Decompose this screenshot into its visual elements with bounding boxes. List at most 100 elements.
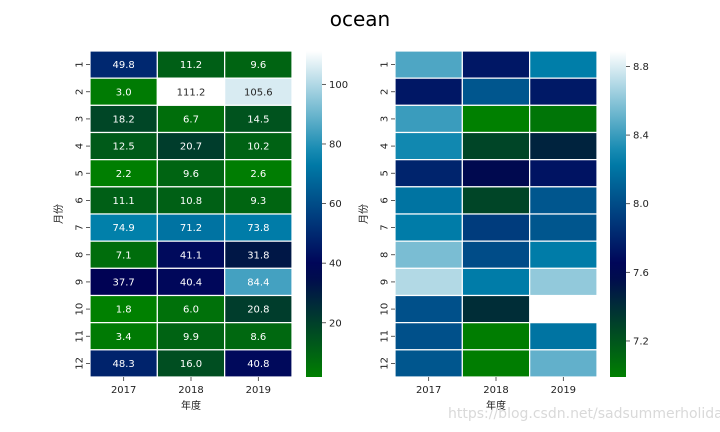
heatmap-cell [394, 159, 463, 188]
heatmap-left: 49.8 11.2 9.6 3.0 111.2 105.6 18.2 6.7 14.5 12.5 2… [53, 50, 348, 412]
y-tick-label: 3 [75, 116, 86, 122]
cell-value-label: 37.7 [113, 277, 135, 288]
y-tick-label: 8 [75, 252, 86, 258]
heatmap-cell [529, 50, 598, 79]
cell-value-label: 10.8 [180, 196, 202, 207]
heatmap-cell [529, 267, 598, 297]
heatmap-cell [461, 186, 531, 215]
heatmap-cell [224, 131, 293, 161]
heatmap-cell [529, 159, 598, 188]
y-tick-label: 1 [380, 61, 391, 67]
cell-value-label: 20.8 [247, 305, 269, 316]
heatmap-cell [394, 104, 463, 134]
y-tick-label: 8 [380, 252, 391, 258]
cell-value-label: 74.9 [113, 223, 135, 234]
cell-value-label: 9.6 [183, 169, 199, 180]
y-tick-label: 3 [380, 116, 391, 122]
cell-value-label: 6.7 [183, 114, 199, 125]
heatmap-cell [461, 131, 531, 161]
colorbar-tick-label: 60 [329, 199, 342, 210]
cell-value-label: 84.4 [247, 277, 269, 288]
heatmap-cell [224, 240, 293, 269]
figure-title: ocean [330, 7, 390, 31]
x-tick-label: 2017 [416, 385, 441, 396]
cell-value-label: 2.2 [116, 169, 132, 180]
y-axis-label: 月份 [358, 204, 370, 224]
heatmap-cell [89, 240, 158, 269]
heatmap-cell [461, 213, 531, 242]
colorbar [610, 51, 626, 377]
heatmap-cell [156, 104, 226, 134]
y-tick-label: 2 [75, 89, 86, 95]
heatmap-cell [156, 213, 226, 242]
cell-value-label: 11.1 [113, 196, 135, 207]
cell-value-label: 10.2 [247, 142, 269, 153]
cell-value-label: 16.0 [180, 359, 202, 370]
heatmap-cell [224, 213, 293, 242]
y-tick-label: 4 [380, 143, 391, 149]
heatmap-cell [156, 50, 226, 79]
x-axis-label: 年度 [181, 399, 201, 412]
cell-value-label: 105.6 [244, 87, 273, 98]
heatmap-cell [461, 50, 531, 79]
heatmap-cell [89, 322, 158, 351]
cell-value-label: 48.3 [113, 359, 135, 370]
heatmap-cell [224, 186, 293, 215]
heatmap-cell [461, 104, 531, 134]
cell-value-label: 3.4 [116, 332, 132, 343]
heatmap-cell [529, 213, 598, 242]
x-tick-label: 2019 [246, 385, 271, 396]
heatmap-cell [394, 213, 463, 242]
x-tick-label: 2018 [178, 385, 203, 396]
heatmap-cell [156, 186, 226, 215]
heatmap-cell [224, 267, 293, 297]
heatmap-cell [394, 322, 463, 351]
heatmap-cell [529, 349, 598, 378]
y-tick-label: 9 [75, 279, 86, 285]
heatmap-cell [224, 294, 293, 324]
colorbar-tick-label: 100 [329, 80, 348, 91]
y-tick-label: 11 [75, 330, 86, 343]
colorbar-tick-label: 8.8 [633, 62, 649, 73]
colorbar-tick-label: 20 [329, 318, 342, 329]
cell-value-label: 41.1 [180, 250, 202, 261]
colorbar-tick-label: 7.2 [633, 336, 649, 347]
heatmap-cell [529, 186, 598, 215]
heatmap-cell [529, 240, 598, 269]
heatmap-cell [529, 322, 598, 351]
heatmap-cell [224, 349, 293, 378]
heatmap-cell [461, 77, 531, 106]
heatmap-cell [394, 267, 463, 297]
y-tick-label: 4 [75, 143, 86, 149]
heatmap-cell [529, 131, 598, 161]
cell-value-label: 2.6 [250, 169, 266, 180]
cell-value-label: 49.8 [113, 60, 135, 71]
y-tick-label: 7 [380, 224, 391, 230]
y-tick-label: 7 [75, 224, 86, 230]
colorbar-tick-label: 8.0 [633, 199, 649, 210]
y-tick-label: 6 [75, 197, 86, 203]
y-tick-label: 12 [75, 357, 86, 370]
x-tick-label: 2017 [111, 385, 136, 396]
heatmap-cell [224, 322, 293, 351]
cell-value-label: 6.0 [183, 305, 199, 316]
x-axis-label: 年度 [486, 399, 506, 412]
heatmap-cell [394, 131, 463, 161]
heatmap-cell [394, 349, 463, 378]
y-tick-label: 6 [380, 197, 391, 203]
cell-value-label: 20.7 [180, 142, 202, 153]
heatmap-cell [394, 186, 463, 215]
watermark: https://blog.csdn.net/sadsummerholiday [448, 406, 720, 422]
colorbar-tick-label: 7.6 [633, 268, 649, 279]
cell-value-label: 9.3 [250, 196, 266, 207]
cell-value-label: 31.8 [247, 250, 269, 261]
heatmap-cell [529, 104, 598, 134]
heatmap-cell [156, 294, 226, 324]
y-axis-label: 月份 [53, 204, 65, 224]
cell-value-label: 9.9 [183, 332, 199, 343]
heatmap-cell [461, 294, 531, 324]
cell-value-label: 111.2 [177, 87, 206, 98]
heatmap-cell [529, 77, 598, 106]
